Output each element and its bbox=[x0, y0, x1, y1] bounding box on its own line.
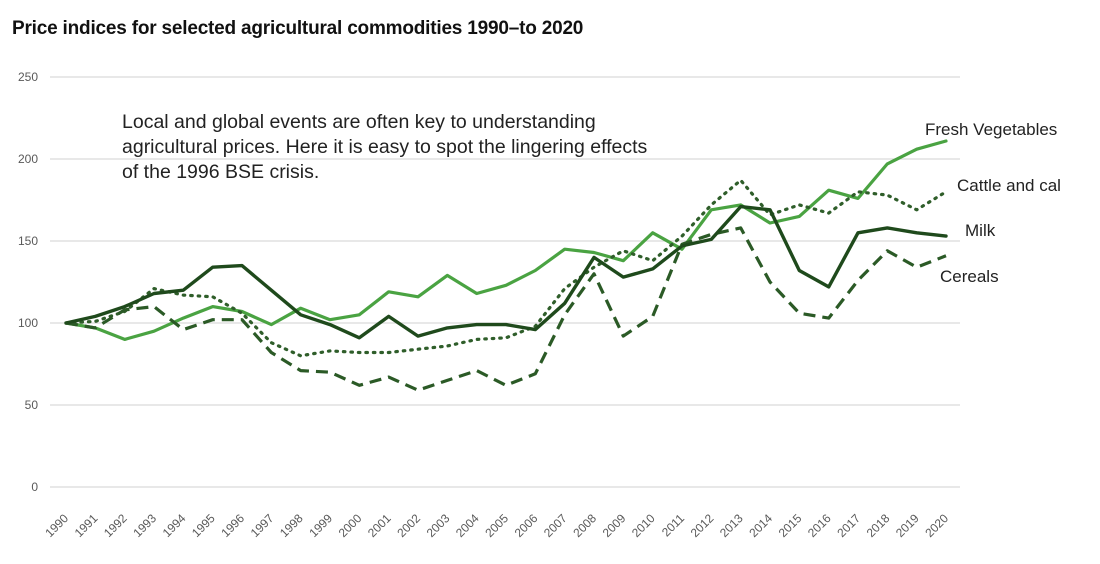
x-tick-label: 1996 bbox=[218, 511, 247, 540]
x-tick-label: 2015 bbox=[776, 511, 805, 540]
x-tick-label: 2006 bbox=[512, 511, 541, 540]
y-tick-label: 100 bbox=[18, 316, 38, 330]
x-tick-label: 1998 bbox=[277, 511, 306, 540]
x-tick-label: 2019 bbox=[893, 511, 922, 540]
x-tick-label: 2007 bbox=[541, 511, 570, 540]
x-tick-label: 2010 bbox=[629, 511, 658, 540]
x-axis-ticks: 1990 1991 1992 1993 1994 1995 1996 1997 1998 1999… bbox=[42, 511, 951, 540]
x-tick-label: 2008 bbox=[570, 511, 599, 540]
x-tick-label: 2011 bbox=[659, 511, 687, 539]
series-line-cereals bbox=[65, 226, 947, 392]
x-tick-label: 1997 bbox=[248, 511, 277, 540]
x-tick-label: 1992 bbox=[101, 511, 130, 540]
x-tick-label: 2013 bbox=[717, 511, 746, 540]
series-label-milk: Milk bbox=[965, 221, 996, 240]
x-tick-label: 2001 bbox=[365, 511, 394, 540]
x-tick-label: 1999 bbox=[306, 511, 335, 540]
chart-annotation: Local and global events are often key to… bbox=[122, 111, 648, 183]
y-tick-label: 0 bbox=[31, 480, 38, 494]
y-tick-label: 200 bbox=[18, 152, 38, 166]
y-axis-ticks: 0 50 100 150 200 250 bbox=[18, 70, 38, 494]
series-label-fresh-vegetables: Fresh Vegetables bbox=[925, 120, 1057, 139]
x-tick-label: 2017 bbox=[834, 511, 863, 540]
y-tick-label: 50 bbox=[25, 398, 39, 412]
x-tick-label: 2000 bbox=[336, 511, 365, 540]
x-tick-label: 2016 bbox=[805, 511, 834, 540]
series-line-fresh-vegetables bbox=[64, 139, 948, 341]
x-tick-label: 1995 bbox=[189, 511, 218, 540]
series-label-cattle-and-cal: Cattle and cal bbox=[957, 176, 1061, 195]
x-tick-label: 2020 bbox=[922, 511, 951, 540]
series-labels: Fresh Vegetables Cattle and cal Milk Cereal… bbox=[925, 120, 1061, 286]
x-tick-label: 2005 bbox=[482, 511, 511, 540]
series-lines bbox=[64, 139, 948, 392]
x-tick-label: 2009 bbox=[600, 511, 629, 540]
series-line-cattle-and-cal bbox=[64, 178, 948, 358]
x-tick-label: 1990 bbox=[42, 511, 71, 540]
y-tick-label: 150 bbox=[18, 234, 38, 248]
x-tick-label: 2014 bbox=[746, 511, 775, 540]
x-tick-label: 2003 bbox=[424, 511, 453, 540]
x-tick-label: 1993 bbox=[130, 511, 159, 540]
chart-title: Price indices for selected agricultural … bbox=[12, 18, 584, 39]
x-tick-label: 2018 bbox=[864, 511, 893, 540]
x-tick-label: 2004 bbox=[453, 511, 482, 540]
x-tick-label: 1991 bbox=[72, 511, 101, 540]
x-tick-label: 1994 bbox=[160, 511, 189, 540]
y-tick-label: 250 bbox=[18, 70, 38, 84]
series-label-cereals: Cereals bbox=[940, 267, 999, 286]
series-line-milk bbox=[64, 204, 948, 340]
x-tick-label: 2012 bbox=[688, 511, 717, 540]
x-tick-label: 2002 bbox=[394, 511, 423, 540]
